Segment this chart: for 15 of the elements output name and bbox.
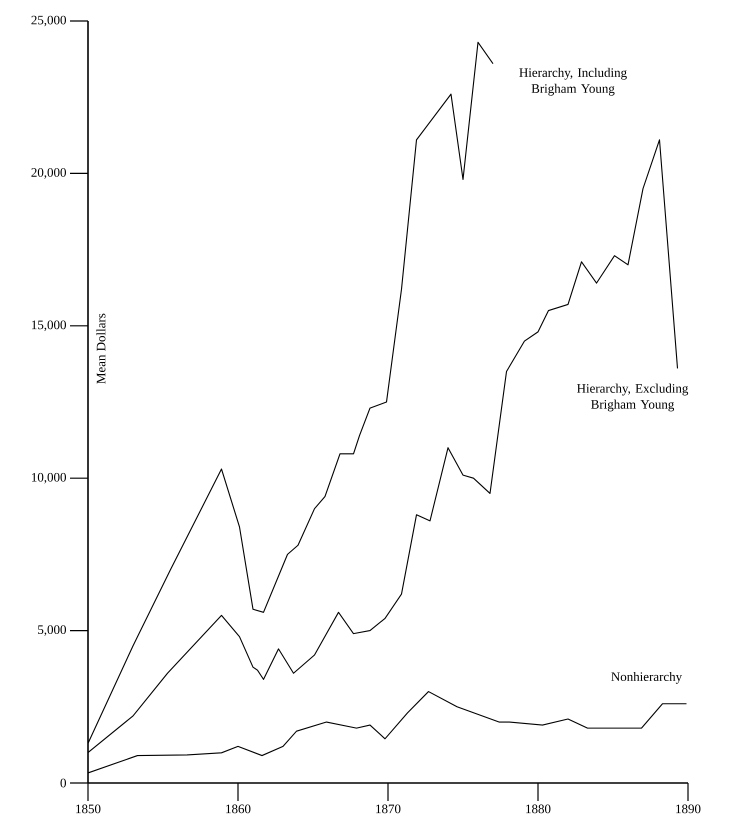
y-tick-label: 15,000 <box>32 320 66 332</box>
x-tick-label: 1850 <box>76 804 101 814</box>
text: Hierarchy, Including Brigham Young <box>520 68 628 96</box>
series-label: Hierarchy, Excluding Brigham Young <box>577 384 688 412</box>
y-tick-label: 20,000 <box>32 168 66 179</box>
x-tick-label: 1860 <box>226 804 251 814</box>
y-tick-label: 0 <box>60 778 66 788</box>
x-tick-label: 1870 <box>376 804 401 814</box>
x-tick-label: 1890 <box>676 804 701 814</box>
y-axis-title: Mean Dollars <box>96 314 106 384</box>
series-label: Nonhierarchy <box>612 672 682 684</box>
y-tick-label: 10,000 <box>32 472 66 484</box>
y-tick-label: 25,000 <box>32 16 66 26</box>
y-tick-label: 5,000 <box>38 625 66 636</box>
x-tick-label: 1880 <box>526 804 551 814</box>
